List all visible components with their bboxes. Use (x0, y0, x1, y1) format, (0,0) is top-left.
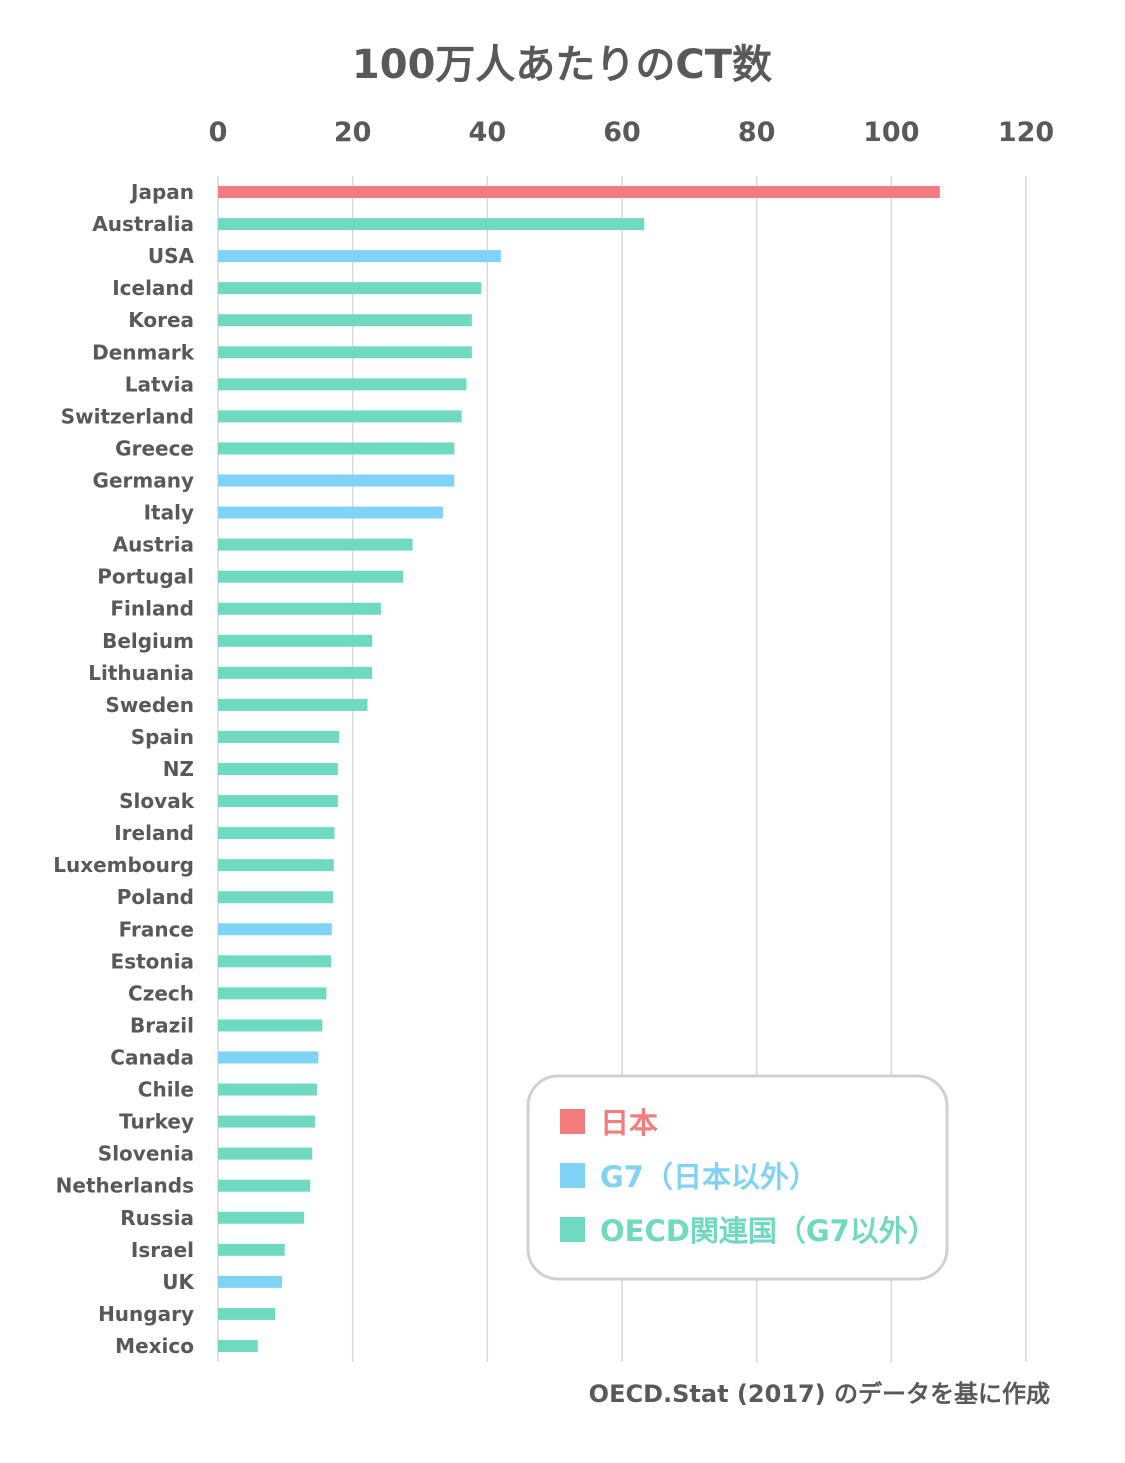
bar-sweden (218, 698, 368, 711)
bar-netherlands (218, 1179, 311, 1192)
category-label: USA (148, 244, 195, 268)
legend-box (526, 1074, 949, 1281)
category-label: Poland (117, 885, 194, 909)
category-label: Russia (120, 1206, 194, 1230)
category-label: Portugal (97, 565, 194, 589)
bar-slovak (218, 795, 338, 808)
category-label: Korea (128, 308, 194, 332)
category-label: Iceland (112, 276, 194, 300)
x-tick-label: 20 (334, 117, 372, 148)
bar-finland (218, 602, 381, 615)
bar-switzerland (218, 410, 462, 423)
bar-luxembourg (218, 859, 334, 872)
bar-austria (218, 538, 413, 551)
gridlines (217, 176, 1027, 1362)
legend-swatch-oecd (560, 1217, 585, 1242)
x-axis-ticks: 0 20 40 60 80 100 120 (209, 117, 1055, 148)
bar-france (218, 923, 332, 936)
bar-canada (218, 1051, 319, 1064)
bar-greece (218, 442, 455, 455)
bar-latvia (218, 378, 467, 391)
bar-brazil (218, 1019, 323, 1032)
legend-label-oecd: OECD関連国（G7以外） (600, 1214, 937, 1248)
bar-lithuania (218, 666, 373, 679)
bar-australia (218, 218, 645, 231)
x-tick-label: 0 (209, 117, 228, 148)
bar-turkey (218, 1115, 315, 1128)
bar-nz (218, 763, 338, 775)
category-label: Austria (113, 533, 194, 557)
category-label: Ireland (114, 821, 194, 845)
bar-iceland (218, 282, 482, 295)
legend-items: 日本 G7（日本以外） OECD関連国（G7以外） (560, 1106, 937, 1248)
category-label: Greece (115, 436, 194, 460)
category-label: Turkey (119, 1110, 194, 1134)
source-note: OECD.Stat (2017) のデータを基に作成 (589, 1380, 1050, 1408)
legend-label-g7: G7（日本以外） (600, 1160, 818, 1194)
bar-uk (218, 1275, 282, 1288)
category-label: Japan (129, 180, 194, 204)
category-label: NZ (163, 757, 194, 781)
category-label: Canada (110, 1045, 194, 1069)
bar-usa (218, 250, 501, 263)
legend-label-japan: 日本 (600, 1106, 658, 1140)
category-label: UK (162, 1270, 195, 1294)
x-tick-label: 120 (998, 117, 1054, 148)
category-label: Denmark (92, 340, 195, 364)
legend-swatch-g7 (560, 1163, 585, 1188)
bar-portugal (218, 570, 404, 583)
category-label: Slovenia (98, 1142, 194, 1166)
bar-belgium (218, 634, 373, 647)
bar-estonia (218, 955, 332, 968)
category-label: Switzerland (61, 404, 194, 428)
category-label: Mexico (115, 1334, 194, 1358)
category-label: Germany (93, 469, 194, 493)
bar-italy (218, 506, 443, 519)
category-label: Latvia (125, 372, 194, 396)
bar-hungary (218, 1307, 276, 1320)
category-label: Czech (128, 981, 194, 1005)
category-label: Netherlands (56, 1174, 194, 1198)
bar-israel (218, 1243, 285, 1256)
bar-germany (218, 474, 455, 487)
bar-czech (218, 987, 327, 1000)
bar-slovenia (218, 1147, 313, 1160)
bar-poland (218, 891, 334, 904)
category-label: Estonia (111, 949, 194, 973)
bar-ireland (218, 827, 335, 840)
category-label: Slovak (119, 789, 195, 813)
category-label: Hungary (98, 1302, 194, 1326)
category-label: Luxembourg (53, 853, 194, 877)
category-label: Lithuania (88, 661, 194, 685)
bar-spain (218, 730, 340, 743)
x-tick-label: 40 (469, 117, 507, 148)
category-label: Sweden (105, 693, 194, 717)
bar-japan (218, 186, 940, 199)
category-label: France (119, 917, 194, 941)
category-label: Israel (131, 1238, 194, 1262)
category-label: Brazil (130, 1013, 194, 1037)
category-label: Chile (138, 1078, 194, 1102)
bar-korea (218, 314, 472, 327)
bars (218, 186, 940, 1352)
x-tick-label: 100 (863, 117, 919, 148)
bar-denmark (218, 346, 472, 359)
category-label: Australia (92, 212, 194, 236)
category-labels: Japan Australia USA Iceland Korea Denmark Latv… (53, 180, 195, 1358)
bar-russia (218, 1211, 305, 1224)
category-label: Finland (110, 597, 194, 621)
legend-swatch-japan (560, 1109, 585, 1134)
category-label: Belgium (102, 629, 194, 653)
category-label: Italy (144, 501, 194, 525)
bar-chile (218, 1083, 317, 1096)
x-tick-label: 60 (603, 117, 641, 148)
chart-title: 100万人あたりのCT数 (352, 42, 772, 88)
legend: 日本 G7（日本以外） OECD関連国（G7以外） (526, 1074, 949, 1281)
bar-mexico (218, 1339, 258, 1352)
x-tick-label: 80 (738, 117, 776, 148)
category-label: Spain (131, 725, 194, 749)
